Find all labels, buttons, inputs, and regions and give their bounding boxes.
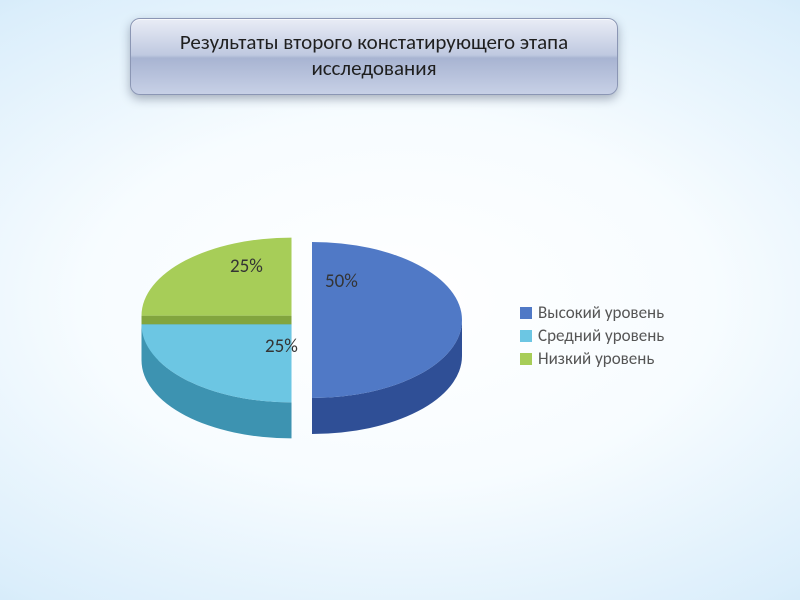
pie-slice-label-medium: 25% bbox=[265, 335, 298, 358]
legend-label-high: Высокий уровень bbox=[538, 302, 664, 323]
legend-item-high: Высокий уровень bbox=[520, 302, 664, 323]
pie-chart bbox=[100, 170, 480, 490]
legend-swatch-medium bbox=[520, 330, 532, 342]
pie-slice-label-low: 25% bbox=[230, 255, 263, 278]
chart-legend: Высокий уровень Средний уровень Низкий у… bbox=[520, 300, 664, 371]
legend-label-medium: Средний уровень bbox=[538, 325, 664, 346]
page-title: Результаты второго констатирующего этапа… bbox=[130, 18, 618, 95]
legend-swatch-high bbox=[520, 307, 532, 319]
legend-swatch-low bbox=[520, 353, 532, 365]
legend-label-low: Низкий уровень bbox=[538, 348, 654, 369]
legend-item-medium: Средний уровень bbox=[520, 325, 664, 346]
legend-item-low: Низкий уровень bbox=[520, 348, 664, 369]
pie-slice-label-high: 50% bbox=[325, 270, 358, 293]
pie-chart-svg bbox=[100, 170, 480, 490]
